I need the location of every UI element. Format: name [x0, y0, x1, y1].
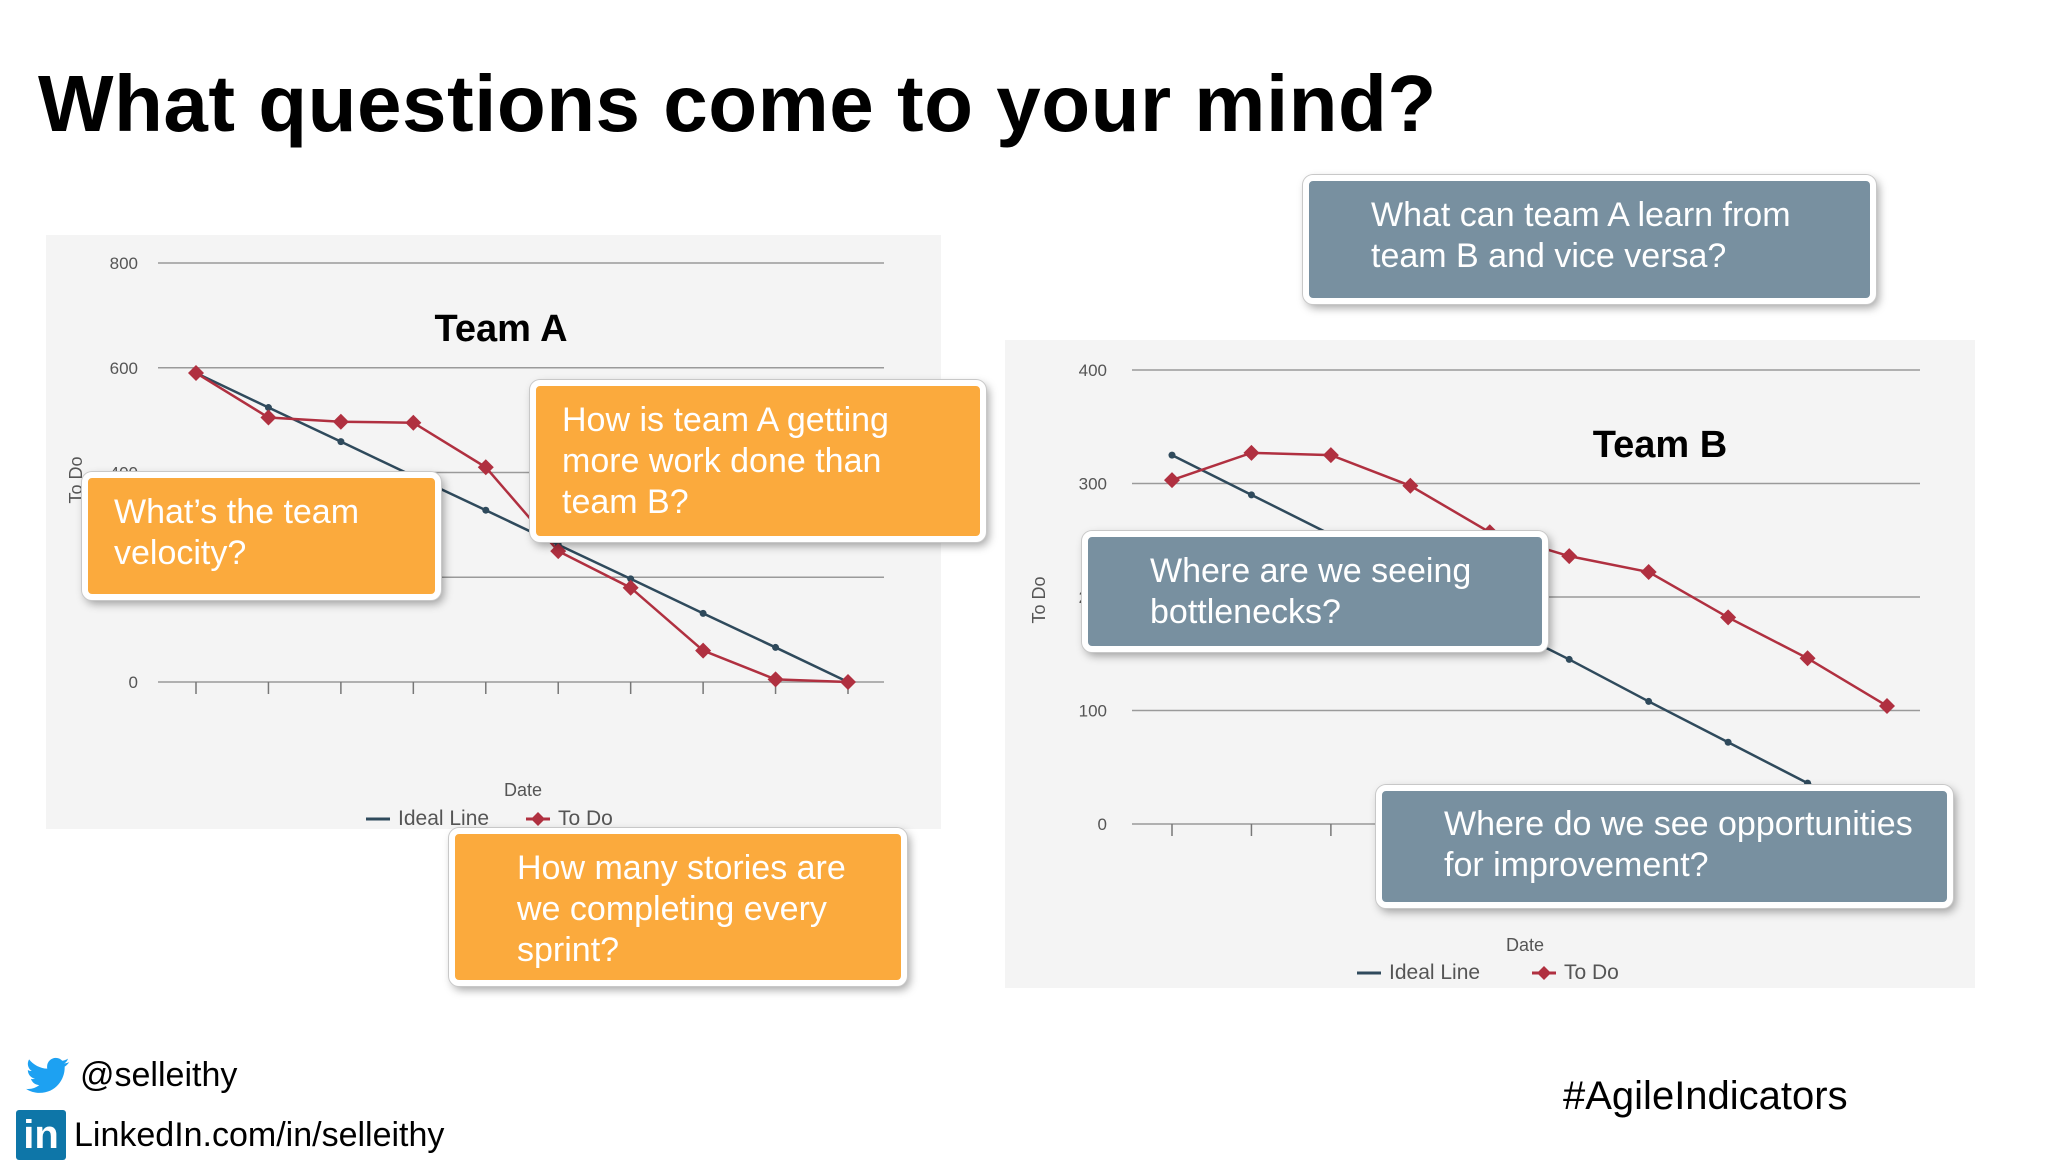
data-point-marker	[188, 364, 204, 381]
data-point-marker	[482, 506, 490, 514]
chart-title: Team A	[434, 308, 567, 350]
y-tick-label: 800	[110, 254, 138, 273]
y-axis-label: To Do	[1029, 576, 1049, 623]
data-point-marker	[1168, 451, 1176, 459]
question-improvement-callout: Where do we see opportunities for improv…	[1376, 785, 1953, 908]
data-point-marker	[260, 409, 277, 426]
question-line: more work done than	[562, 442, 882, 480]
x-axis-label: Date	[504, 780, 542, 800]
data-point-marker	[1799, 650, 1816, 667]
data-point-marker	[840, 674, 856, 690]
data-point-marker	[550, 543, 567, 560]
series-line	[195, 371, 849, 684]
data-point-marker	[1402, 477, 1419, 494]
question-line: Where are we seeing	[1150, 552, 1472, 590]
twitter-handle-text[interactable]: @selleithy	[80, 1056, 238, 1094]
y-tick-label: 100	[1079, 702, 1107, 721]
legend-marker	[531, 812, 545, 826]
twitter-handle-row[interactable]: @selleithy	[26, 1056, 237, 1095]
question-learn-callout: What can team A learn from team B and vi…	[1303, 175, 1876, 304]
data-point-marker	[1322, 447, 1339, 464]
question-velocity-callout: What’s the team velocity?	[82, 472, 441, 600]
data-point-marker	[622, 579, 639, 596]
data-point-marker	[477, 459, 494, 476]
slide-title: What questions come to your mind?	[38, 59, 1437, 148]
linkedin-url-row[interactable]: in LinkedIn.com/in/selleithy	[16, 1110, 444, 1160]
question-line: velocity?	[114, 534, 247, 572]
legend-entry: Ideal Line	[398, 807, 489, 829]
data-point-marker	[695, 642, 712, 659]
y-tick-label: 0	[1098, 815, 1107, 834]
data-point-marker	[337, 438, 345, 446]
linkedin-logo-icon: in	[16, 1110, 66, 1160]
chart-title: Team B	[1593, 424, 1727, 466]
question-bottlenecks-callout: Where are we seeing bottlenecks?	[1082, 531, 1548, 652]
series-line	[195, 371, 849, 684]
linkedin-url-text[interactable]: LinkedIn.com/in/selleithy	[74, 1115, 445, 1154]
legend-marker	[1537, 966, 1551, 980]
data-point-marker	[1247, 491, 1255, 499]
question-line: Where do we see opportunities	[1444, 805, 1913, 843]
question-line: sprint?	[517, 931, 620, 969]
data-point-marker	[1561, 548, 1578, 565]
question-line: team B?	[562, 483, 689, 521]
question-more-work-callout: How is team A getting more work done tha…	[530, 380, 986, 542]
data-point-marker	[1879, 697, 1895, 714]
legend-entry: To Do	[1564, 961, 1619, 984]
question-stories-callout: How many stories are we completing every…	[449, 828, 907, 986]
data-point-marker	[1720, 609, 1737, 626]
question-line: How is team A getting	[562, 401, 889, 439]
data-point-marker	[332, 413, 349, 430]
twitter-bird-icon	[26, 1057, 70, 1093]
question-line: bottlenecks?	[1150, 593, 1341, 631]
hashtag-label: #AgileIndicators	[1563, 1074, 1848, 1118]
data-point-marker	[1804, 779, 1812, 787]
x-axis-label: Date	[1506, 935, 1544, 955]
data-point-marker	[1640, 564, 1657, 581]
y-tick-label: 400	[1079, 361, 1107, 380]
y-tick-label: 300	[1079, 475, 1107, 494]
question-line: What’s the team	[114, 493, 360, 531]
legend-entry: To Do	[558, 807, 613, 829]
data-point-marker	[1565, 655, 1573, 663]
data-point-marker	[1243, 444, 1260, 461]
y-tick-label: 0	[129, 673, 138, 692]
question-line: we completing every	[517, 890, 827, 928]
data-point-marker	[699, 609, 707, 617]
data-point-marker	[1645, 697, 1653, 705]
data-point-marker	[772, 643, 780, 651]
data-point-marker	[1164, 472, 1180, 489]
question-line: What can team A learn from	[1371, 196, 1791, 234]
data-point-marker	[767, 671, 784, 688]
question-line: for improvement?	[1444, 846, 1709, 884]
data-point-marker	[405, 414, 422, 431]
question-line: team B and vice versa?	[1371, 237, 1727, 275]
y-axis-label: To Do	[66, 456, 86, 503]
data-point-marker	[264, 404, 272, 412]
legend-entry: Ideal Line	[1389, 961, 1480, 984]
data-point-marker	[627, 575, 635, 583]
data-point-marker	[1724, 738, 1732, 746]
question-line: How many stories are	[517, 849, 846, 887]
y-tick-label: 600	[110, 359, 138, 378]
